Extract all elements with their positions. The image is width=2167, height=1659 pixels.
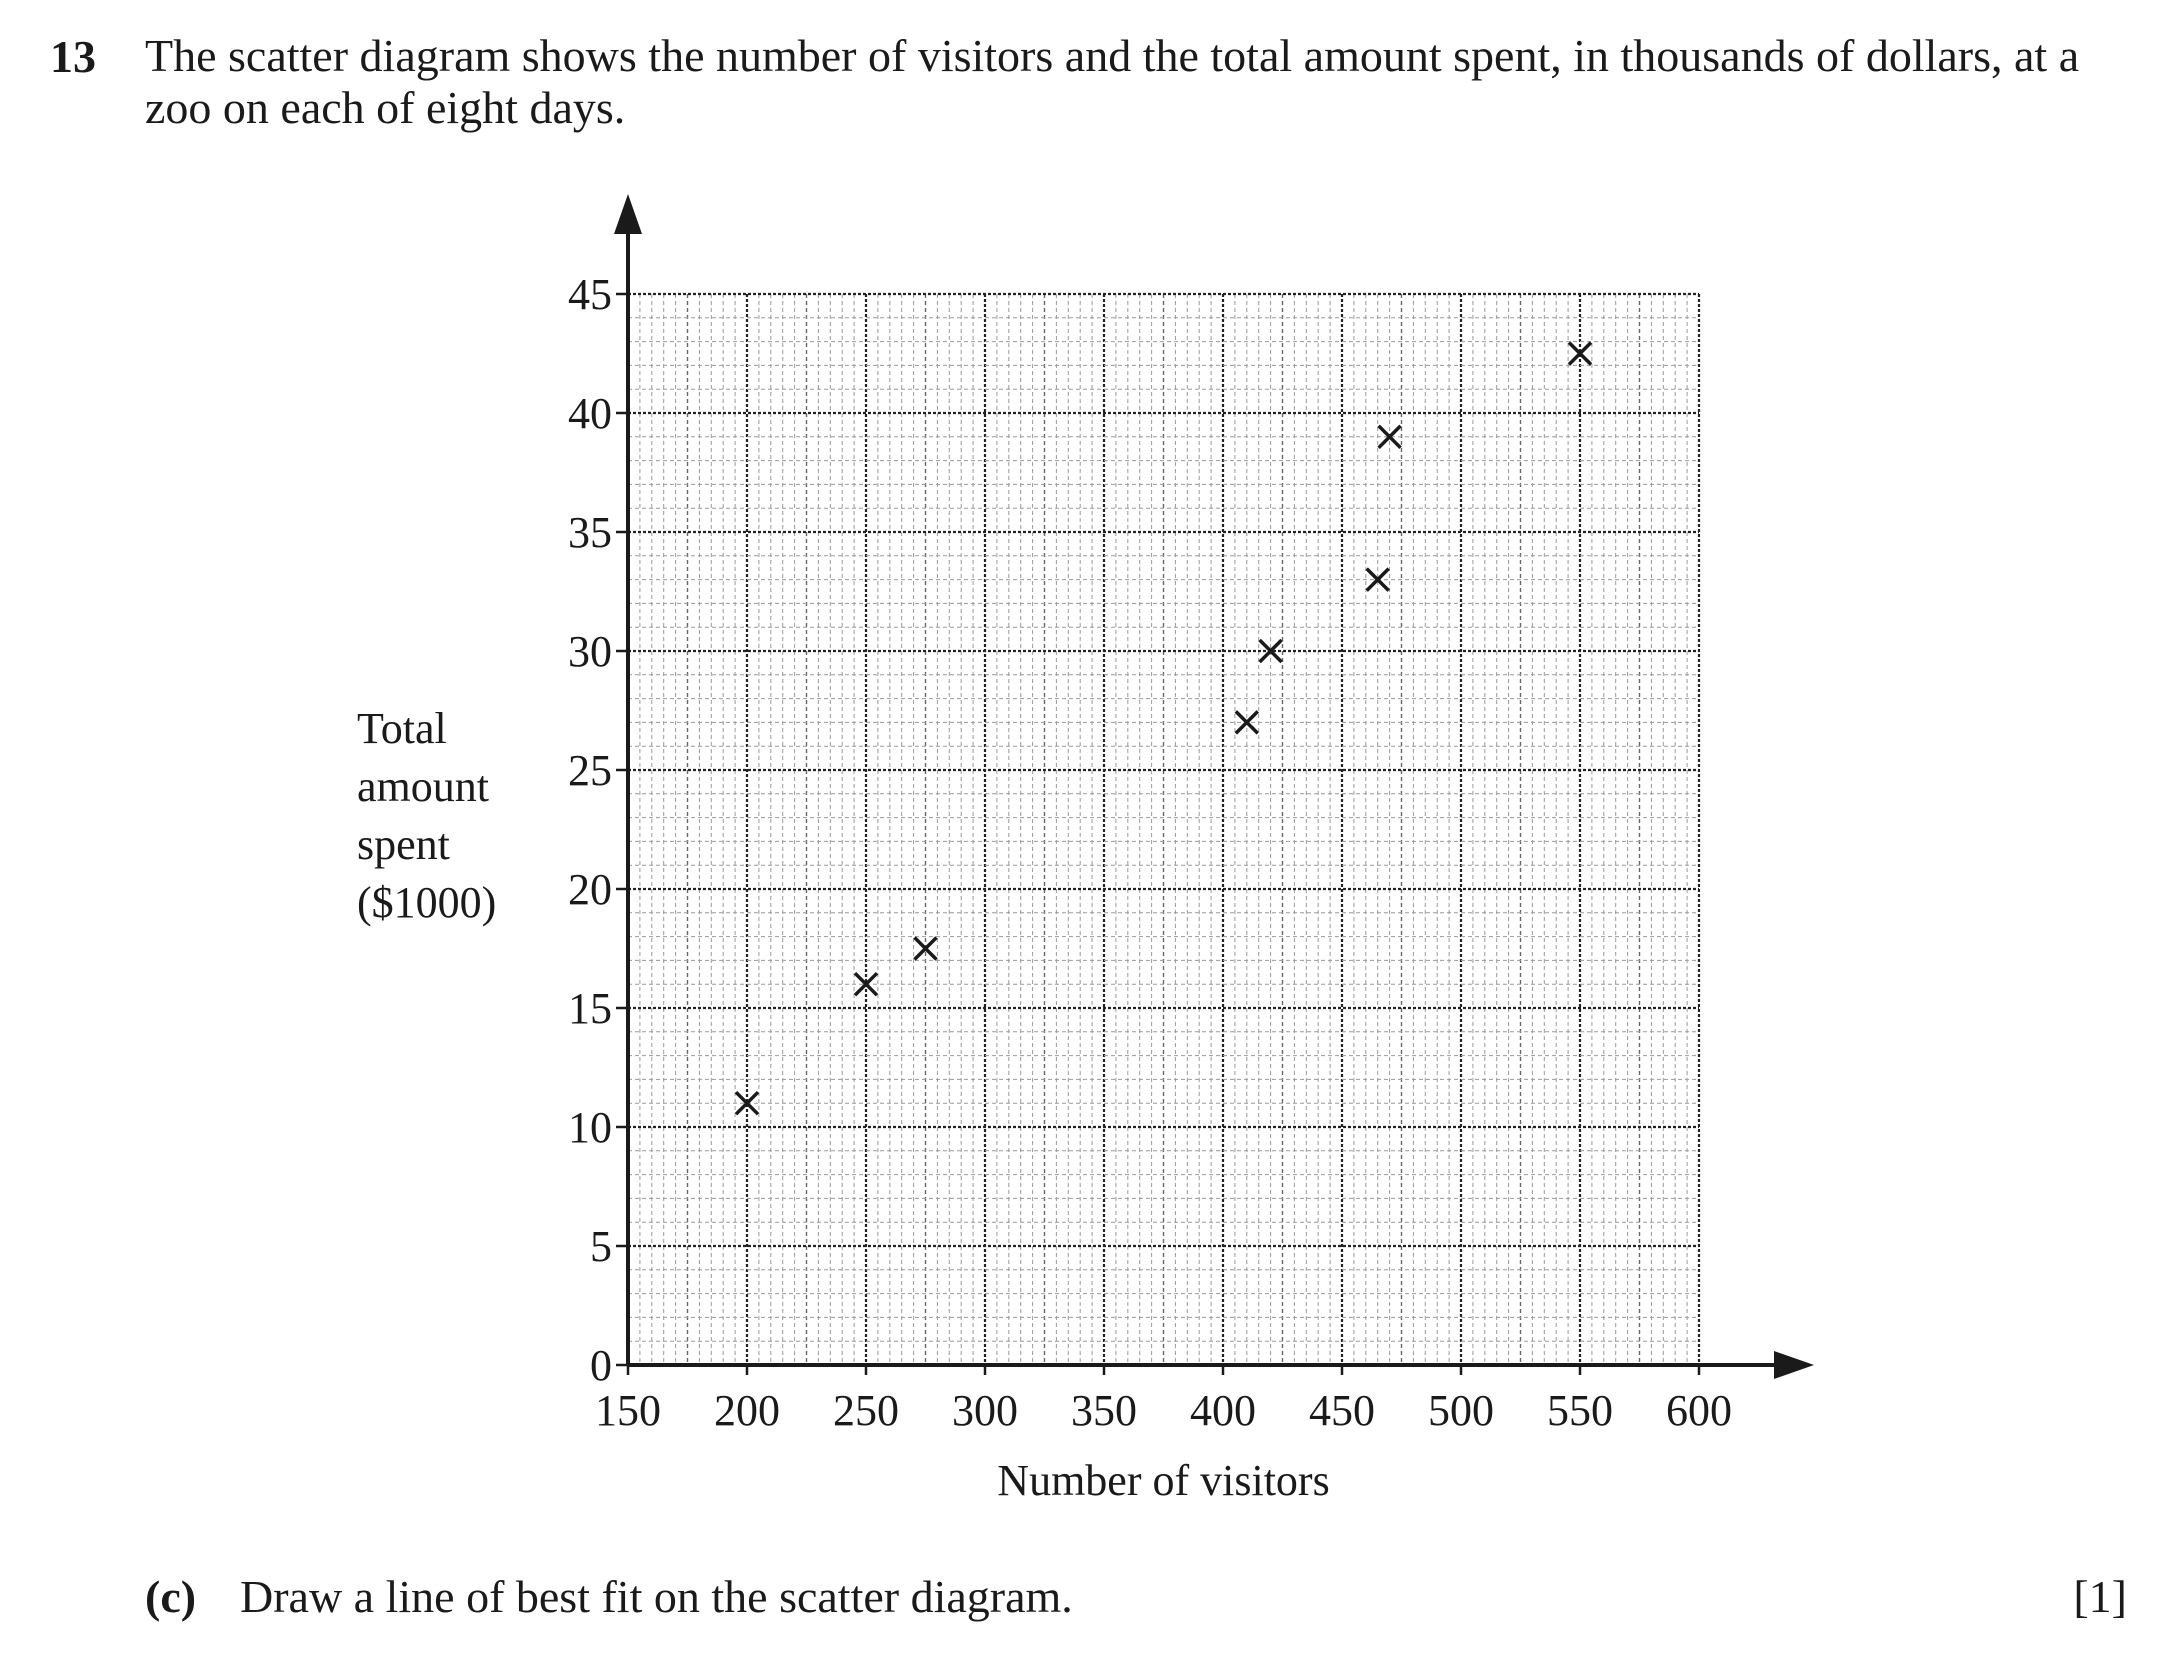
question-text: The scatter diagram shows the number of …: [145, 30, 2080, 133]
data-point: [1377, 424, 1402, 450]
x-tick-label: 450: [1309, 1386, 1375, 1435]
y-axis-label-line: Total: [357, 704, 447, 753]
y-axis-arrow-icon: [614, 194, 642, 234]
y-tick-label: 40: [568, 389, 612, 438]
y-tick-label: 15: [568, 984, 612, 1033]
x-tick-label: 350: [1071, 1386, 1137, 1435]
y-tick-label: 45: [568, 270, 612, 319]
x-tick-label: 300: [952, 1386, 1018, 1435]
data-point: [734, 1090, 760, 1116]
data-point: [1258, 638, 1283, 664]
y-tick-label: 5: [590, 1222, 612, 1271]
y-tick-label: 10: [568, 1103, 612, 1152]
data-point: [853, 971, 879, 997]
data-point: [1567, 341, 1593, 366]
y-tick-label: 30: [568, 627, 612, 676]
marks-indicator: [1]: [2073, 1571, 2127, 1622]
x-tick-label: 200: [714, 1386, 780, 1435]
y-tick-label: 25: [568, 746, 612, 795]
x-tick-label: 600: [1666, 1386, 1732, 1435]
x-tick-label: 550: [1547, 1386, 1613, 1435]
x-axis-arrow-icon: [1774, 1351, 1814, 1379]
y-axis-label-line: spent: [357, 820, 450, 869]
part-label: (c): [145, 1571, 197, 1622]
y-tick-label: 35: [568, 508, 612, 557]
grid: [626, 292, 1701, 1367]
y-axis-label-line: ($1000): [357, 878, 497, 927]
y-tick-label: 0: [590, 1341, 612, 1390]
x-tick-label: 250: [833, 1386, 899, 1435]
x-tick-label: 500: [1428, 1386, 1494, 1435]
data-point: [1234, 710, 1260, 735]
question-number: 13: [50, 31, 96, 82]
x-tick-label: 150: [595, 1386, 661, 1435]
x-axis-label: Number of visitors: [997, 1456, 1329, 1505]
y-axis-label: Total amount spent ($1000): [357, 700, 496, 932]
y-tick-label: 20: [568, 865, 612, 914]
y-axis-label-line: amount: [357, 762, 489, 811]
data-point: [913, 936, 938, 961]
part-instruction: Draw a line of best fit on the scatter d…: [240, 1571, 1073, 1622]
data-point: [1365, 567, 1390, 592]
x-tick-label: 400: [1190, 1386, 1256, 1435]
